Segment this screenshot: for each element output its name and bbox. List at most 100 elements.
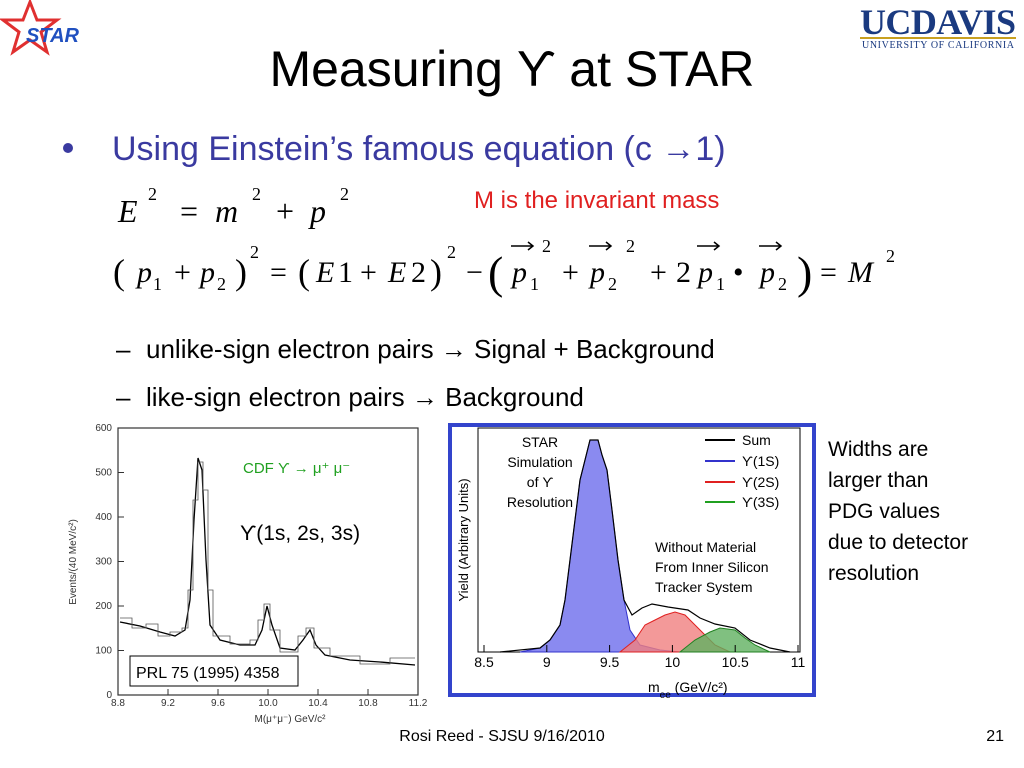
x-axis-label: mee (GeV/c²)	[648, 679, 728, 701]
eq-token: p	[198, 256, 215, 289]
side-note: larger than	[828, 469, 928, 492]
y-axis-label: Events/(40 MeV/c²)	[68, 519, 79, 605]
eq-token: 1	[338, 256, 353, 289]
eq-token: E	[315, 256, 334, 289]
eq-token: •	[733, 256, 744, 289]
sub-item: like-sign electron pairs → Background	[146, 382, 584, 412]
x-tick-label: 10.4	[308, 698, 328, 709]
side-note: Widths are	[828, 438, 928, 461]
x-tick-label: 8.5	[474, 654, 494, 670]
legend-entry: ϒ(3S)	[742, 494, 779, 510]
legend-entry: ϒ(1S)	[742, 453, 779, 469]
star-logo: STAR	[26, 25, 80, 47]
ucdavis-logo: UCDAVIS	[860, 2, 1016, 42]
legend-entry: ϒ(2S)	[742, 474, 779, 490]
invariant-mass-note: M is the invariant mass	[474, 187, 719, 214]
legend-entry: Sum	[742, 432, 771, 448]
star-figure: 8.5 9 9.5 10 10.5 11 Yield (Arbitrary Units) …	[448, 423, 816, 701]
eq-token: E	[117, 193, 138, 229]
ucdavis-sub: UNIVERSITY OF CALIFORNIA	[862, 40, 1015, 51]
eq-token: (	[488, 247, 503, 298]
eq-sup: 2	[148, 184, 157, 204]
cdf-figure: 600 500 400 300 200 100 0 8.8 9.2 9.6 10.0 10.4 10.…	[68, 423, 428, 725]
x-tick-label: 9.5	[600, 654, 620, 670]
sub-item: unlike-sign electron pairs → Signal + Ba…	[146, 334, 715, 364]
x-tick-label: 11.2	[409, 698, 428, 709]
eq-token: =	[180, 193, 198, 229]
eq-token: p	[308, 193, 326, 229]
x-tick-label: 10.8	[358, 698, 378, 709]
eq-sub: 2	[217, 274, 226, 294]
x-axis-part: m	[648, 679, 660, 695]
y-tick-label: 500	[95, 468, 112, 479]
upsilon-label: ϒ(1s, 2s, 3s)	[240, 522, 360, 545]
x-tick-label: 9	[543, 654, 551, 670]
eq-token: (	[113, 252, 125, 292]
y-tick-label: 200	[95, 601, 112, 612]
eq-token: 2	[676, 256, 691, 289]
side-note: resolution	[828, 562, 919, 585]
x-axis-part: ee	[660, 690, 672, 701]
caption-line: STAR	[522, 434, 558, 450]
equation-1: E 2 = m 2 + p 2	[117, 184, 349, 229]
material-note: Tracker System	[655, 579, 753, 595]
eq-token: M	[847, 256, 875, 289]
eq-sub: 1	[530, 274, 539, 294]
reference: PRL 75 (1995) 4358	[136, 665, 280, 682]
eq-token: =	[820, 256, 837, 289]
x-tick-label: 10.0	[258, 698, 278, 709]
x-axis-part: (GeV/c²)	[671, 679, 728, 695]
y-tick-label: 400	[95, 512, 112, 523]
x-tick-label: 8.8	[111, 698, 125, 709]
eq-token: =	[270, 256, 287, 289]
eq-token: p	[758, 256, 775, 289]
eq-token: )	[235, 252, 247, 292]
eq-sub: 1	[716, 274, 725, 294]
caption-line: Resolution	[507, 494, 573, 510]
dash: –	[116, 382, 131, 412]
equation-2: ( p 1 + p 2 ) 2 = ( E 1 + E 2 ) 2 − ( p …	[113, 236, 895, 298]
x-tick-label: 9.2	[161, 698, 175, 709]
eq-token: p	[135, 256, 152, 289]
eq-token: −	[466, 256, 483, 289]
eq-token: m	[215, 193, 238, 229]
eq-sup: 2	[886, 246, 895, 266]
slide-title: Measuring ϒ at STAR	[269, 41, 754, 97]
plot-frame	[117, 427, 419, 696]
eq-token: )	[797, 247, 812, 298]
y-tick-label: 300	[95, 557, 112, 568]
eq-token: )	[430, 252, 442, 292]
material-note: Without Material	[655, 539, 756, 555]
eq-sup: 2	[447, 242, 456, 262]
y-axis-label: Yield (Arbitrary Units)	[456, 478, 471, 601]
cdf-histogram	[120, 461, 415, 665]
x-tick-label: 10	[665, 654, 681, 670]
y-tick-label: 0	[106, 690, 112, 701]
eq-token: +	[174, 256, 191, 289]
vector-arrows	[511, 241, 783, 251]
footer: Rosi Reed - SJSU 9/16/2010	[399, 728, 605, 745]
material-note: From Inner Silicon	[655, 559, 769, 575]
cdf-annotation: CDF ϒ → μ⁺ μ⁻	[243, 460, 350, 477]
eq-token: +	[562, 256, 579, 289]
eq-token: p	[588, 256, 605, 289]
x-tick-label: 10.5	[722, 654, 749, 670]
y-tick-label: 600	[95, 423, 112, 434]
eq-token: E	[387, 256, 406, 289]
x-tick-label: 9.6	[211, 698, 225, 709]
eq-token: p	[510, 256, 527, 289]
eq-sub: 2	[608, 274, 617, 294]
bullet-dot	[63, 143, 73, 153]
side-note: due to detector	[828, 531, 968, 554]
eq-sup: 2	[340, 184, 349, 204]
eq-sub: 2	[778, 274, 787, 294]
cdf-curve	[119, 457, 416, 666]
bullet-text: Using Einstein’s famous equation (c →1)	[112, 130, 726, 168]
hist-sum	[499, 439, 791, 653]
x-tick-label: 11	[791, 654, 806, 670]
eq-token: 2	[411, 256, 426, 289]
reference-box	[129, 655, 299, 687]
eq-sup: 2	[542, 236, 551, 256]
eq-token: +	[650, 256, 667, 289]
